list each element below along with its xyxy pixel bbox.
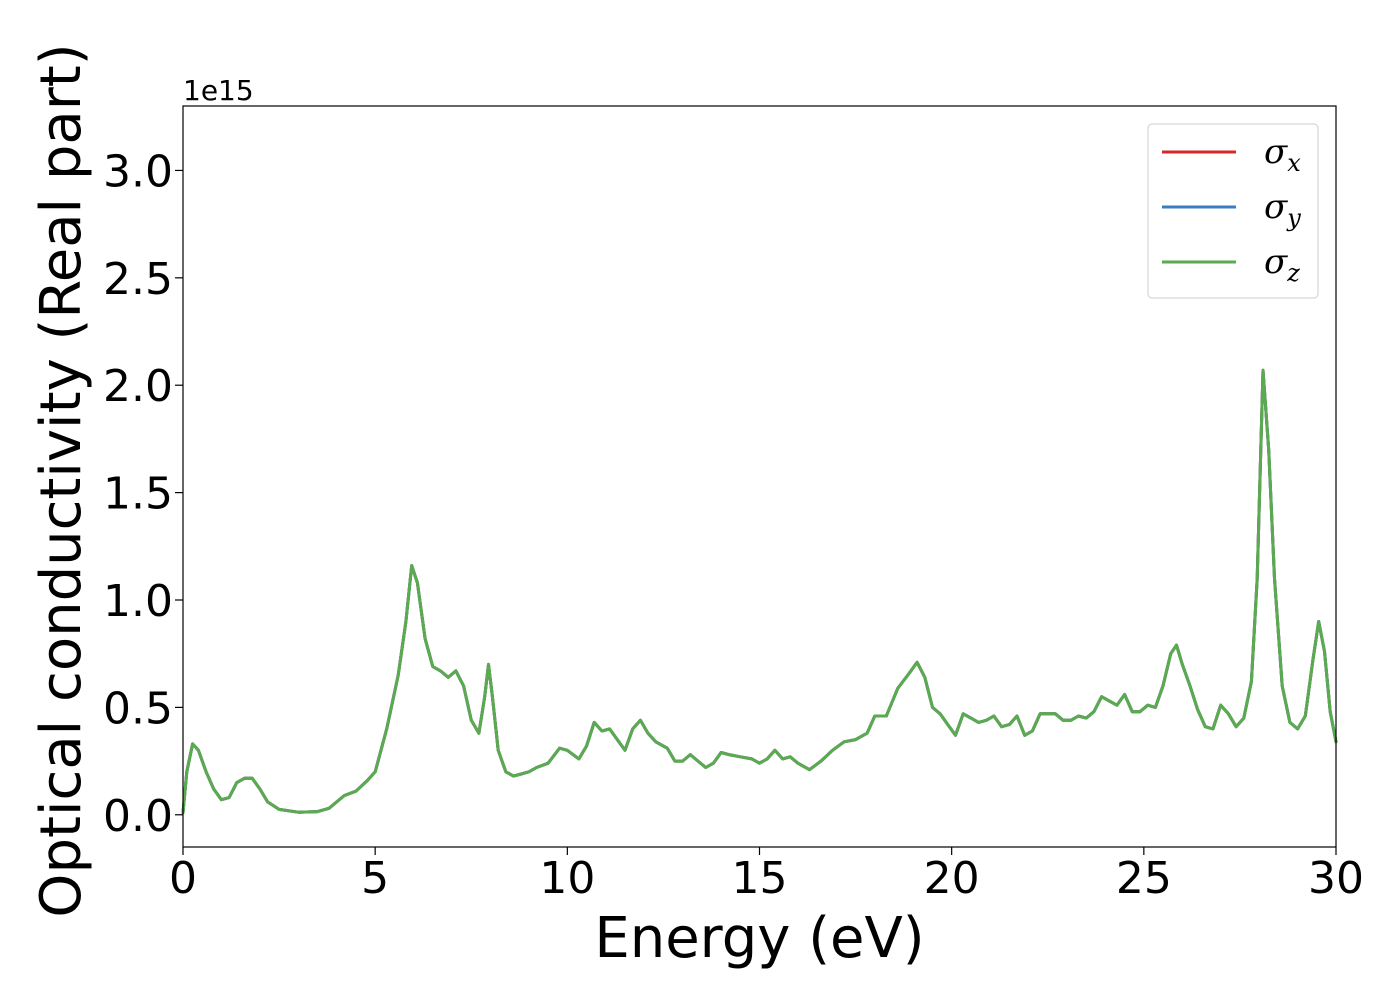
y-tick-label: 2.0 — [103, 361, 173, 412]
x-axis-label: Energy (eV) — [594, 906, 924, 971]
y-axis-ticks: 0.0 0.5 1.0 1.5 2.0 2.5 3.0 — [103, 146, 183, 842]
legend-box — [1147, 123, 1319, 299]
y-tick-label: 2.5 — [103, 254, 173, 305]
y-tick-label: 0.5 — [103, 683, 173, 734]
x-tick-label: 25 — [1116, 853, 1172, 904]
legend-subscript: y — [1286, 204, 1301, 232]
series-layer — [181, 368, 1338, 815]
y-tick-label: 0.0 — [103, 791, 173, 842]
y-tick-label: 3.0 — [103, 146, 173, 197]
x-tick-label: 5 — [361, 853, 389, 904]
x-tick-label: 20 — [924, 853, 980, 904]
x-tick-label: 15 — [732, 853, 788, 904]
x-axis-ticks: 0 5 10 15 20 25 30 — [169, 847, 1364, 904]
legend-subscript: z — [1286, 259, 1300, 287]
x-tick-label: 30 — [1308, 853, 1364, 904]
y-offset-text: 1e15 — [183, 74, 254, 107]
y-axis-label: Optical conductivity (Real part) — [29, 43, 94, 917]
x-tick-label: 0 — [169, 853, 197, 904]
y-tick-label: 1.5 — [103, 469, 173, 520]
x-tick-label: 10 — [539, 853, 595, 904]
y-tick-label: 1.0 — [103, 576, 173, 627]
series-line-3 — [181, 368, 1338, 815]
legend-subscript: x — [1287, 149, 1301, 177]
